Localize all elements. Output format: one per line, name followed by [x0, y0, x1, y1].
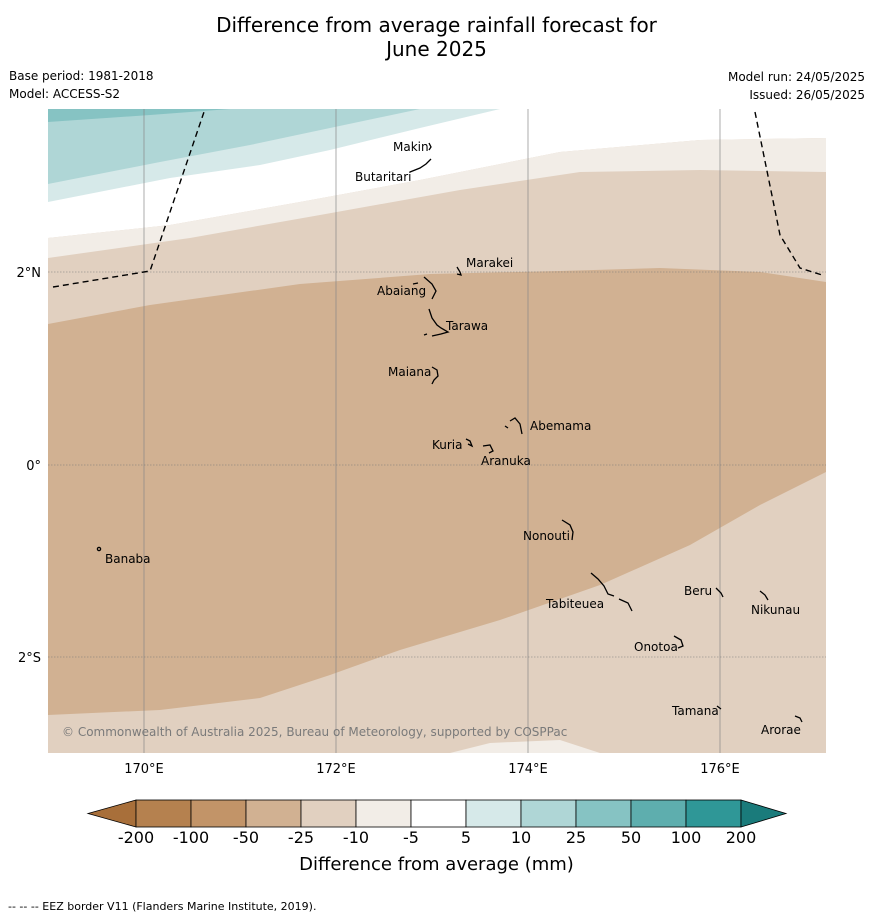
- lon-label-174e: 174°E: [508, 762, 548, 777]
- island-outlines: [96, 142, 803, 723]
- label-banaba: Banaba: [105, 552, 151, 566]
- label-nonouti: Nonouti: [523, 529, 570, 543]
- label-abaiang: Abaiang: [377, 284, 426, 298]
- band-minus5-to-minus10: [48, 138, 826, 258]
- colorbar-extend-low: [86, 799, 137, 828]
- colorbar-segment: [685, 799, 742, 828]
- label-tabiteuea: Tabiteuea: [545, 597, 604, 611]
- colorbar-segment: [355, 799, 412, 828]
- label-marakei: Marakei: [466, 256, 513, 270]
- label-tarawa: Tarawa: [445, 319, 488, 333]
- colorbar-tick-label: -25: [287, 828, 315, 847]
- label-makin: Makin: [393, 140, 429, 154]
- colorbar-tick-label: 50: [620, 828, 642, 847]
- colorbar-tick-label: 5: [460, 828, 472, 847]
- graticule-latitude: [48, 271, 826, 658]
- label-nikunau: Nikunau: [751, 603, 800, 617]
- lon-label-170e: 170°E: [124, 762, 164, 777]
- lon-label-176e: 176°E: [700, 762, 740, 777]
- colorbar-segment: [520, 799, 577, 828]
- lat-label-0: 0°: [26, 459, 41, 474]
- label-kuria: Kuria: [432, 438, 463, 452]
- lat-label-2n: 2°N: [17, 266, 42, 281]
- colorbar-tick-label: 100: [670, 828, 702, 847]
- band-minus25-to-minus50: [48, 268, 826, 715]
- colorbar-segment: [575, 799, 632, 828]
- colorbar-title: Difference from average (mm): [299, 854, 574, 875]
- map-title-line2: June 2025: [386, 37, 487, 61]
- copyright-notice: © Commonwealth of Australia 2025, Bureau…: [62, 725, 567, 739]
- colorbar-tick-label: -5: [403, 828, 419, 847]
- axis-labels: 170°E 172°E 174°E 176°E 2°N 0° 2°S: [17, 266, 740, 777]
- model-run-date: Model run: 24/05/2025: [727, 70, 865, 84]
- lon-label-172e: 172°E: [316, 762, 356, 777]
- lat-label-2s: 2°S: [18, 651, 41, 666]
- colorbar-tick-label: 200: [725, 828, 757, 847]
- colorbar: [86, 799, 788, 828]
- base-period: Base period: 1981-2018: [9, 69, 154, 83]
- graticule-longitude: [143, 109, 721, 753]
- colorbar-tick-label: -100: [172, 828, 210, 847]
- eez-border: [52, 109, 823, 288]
- label-onotoa: Onotoa: [634, 640, 678, 654]
- label-arorae: Arorae: [761, 723, 801, 737]
- map-field: Makin Butaritari Marakei Abaiang Tarawa …: [48, 109, 826, 753]
- colorbar-tick-label: 10: [510, 828, 532, 847]
- colorbar-tick-label: -10: [342, 828, 370, 847]
- colorbar-segment: [630, 799, 687, 828]
- band-minus5-south: [450, 740, 600, 753]
- label-maiana: Maiana: [388, 365, 431, 379]
- colorbar-segment: [410, 799, 467, 828]
- band-10-to-25: [48, 109, 420, 184]
- colorbar-tick-label: 25: [565, 828, 587, 847]
- colorbar-tick-label: -200: [117, 828, 155, 847]
- colorbar-extend-high: [740, 799, 788, 828]
- colorbar-segment: [465, 799, 522, 828]
- issued-date: Issued: 26/05/2025: [749, 88, 865, 102]
- colorbar-segment: [245, 799, 302, 828]
- colorbar-tick-label: -50: [232, 828, 260, 847]
- label-tamana: Tamana: [671, 704, 719, 718]
- label-beru: Beru: [684, 584, 712, 598]
- label-abemama: Abemama: [530, 419, 591, 433]
- label-butaritari: Butaritari: [355, 170, 412, 184]
- map-title-line1: Difference from average rainfall forecas…: [216, 13, 657, 37]
- colorbar-segment: [135, 799, 192, 828]
- island-labels: Makin Butaritari Marakei Abaiang Tarawa …: [105, 140, 801, 737]
- eez-legend-note: -- -- -- EEZ border V11 (Flanders Marine…: [8, 900, 317, 913]
- model-name: Model: ACCESS-S2: [9, 87, 121, 101]
- label-aranuka: Aranuka: [481, 454, 531, 468]
- colorbar-segment: [300, 799, 357, 828]
- band-25-to-50: [48, 109, 230, 122]
- colorbar-segment: [190, 799, 247, 828]
